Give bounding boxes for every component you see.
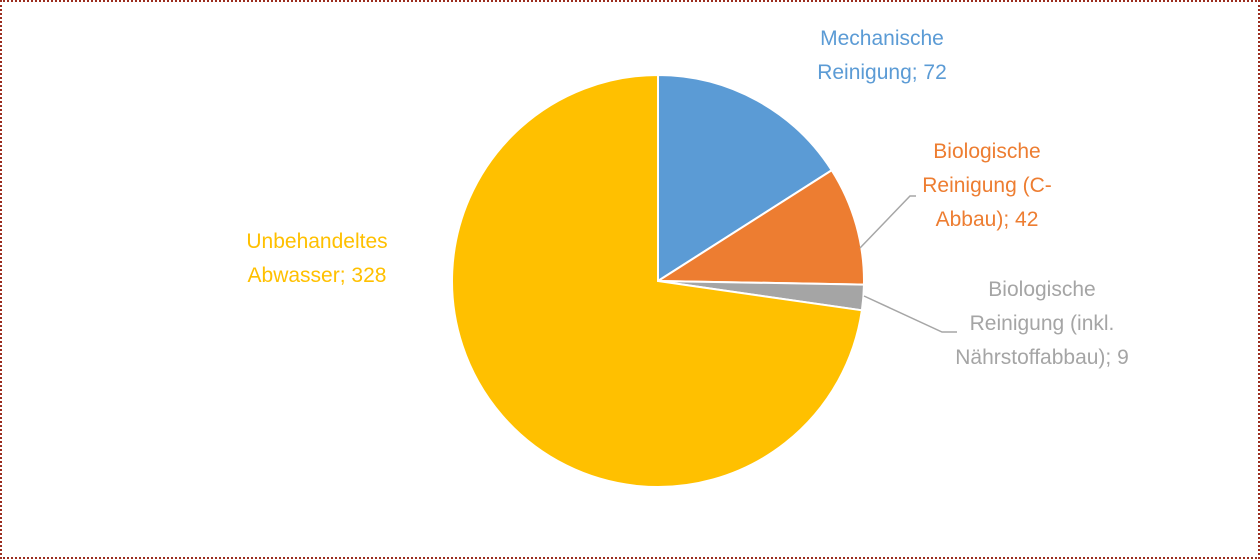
leader-line	[859, 195, 916, 249]
data-label: Mechanische Reinigung; 72	[817, 27, 947, 84]
data-label: Unbehandeltes Abwasser; 328	[246, 230, 388, 287]
data-label: Biologische Reinigung (C-Abbau); 42	[922, 140, 1052, 231]
pie-slice	[451, 73, 864, 488]
leader-line	[863, 295, 957, 333]
pie-slice	[657, 73, 834, 283]
data-label: Biologische Reinigung (inkl. Nährstoffab…	[955, 278, 1129, 369]
pie-slice	[654, 168, 865, 286]
